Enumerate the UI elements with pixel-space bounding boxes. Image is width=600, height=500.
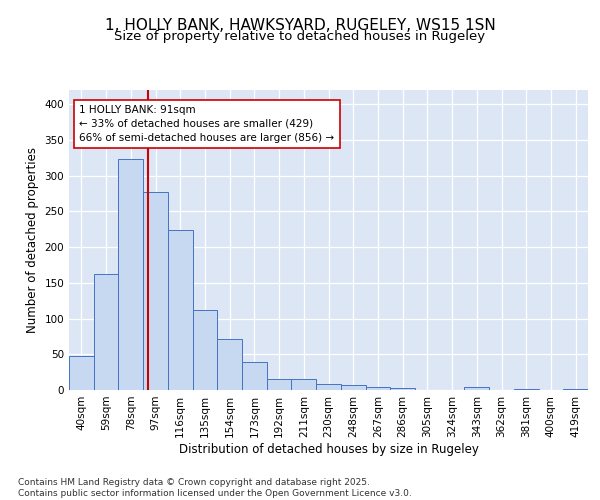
Bar bbox=[193, 310, 217, 390]
Bar bbox=[69, 356, 94, 390]
Bar bbox=[341, 385, 365, 390]
Bar bbox=[168, 230, 193, 390]
Bar bbox=[390, 388, 415, 390]
Bar bbox=[267, 380, 292, 390]
Bar bbox=[242, 362, 267, 390]
Bar bbox=[316, 384, 341, 390]
Text: Contains HM Land Registry data © Crown copyright and database right 2025.
Contai: Contains HM Land Registry data © Crown c… bbox=[18, 478, 412, 498]
Bar bbox=[514, 388, 539, 390]
Y-axis label: Number of detached properties: Number of detached properties bbox=[26, 147, 39, 333]
Bar bbox=[464, 387, 489, 390]
Bar bbox=[94, 274, 118, 390]
X-axis label: Distribution of detached houses by size in Rugeley: Distribution of detached houses by size … bbox=[179, 442, 478, 456]
Bar bbox=[143, 192, 168, 390]
Bar bbox=[292, 380, 316, 390]
Bar bbox=[217, 338, 242, 390]
Text: 1 HOLLY BANK: 91sqm
← 33% of detached houses are smaller (429)
66% of semi-detac: 1 HOLLY BANK: 91sqm ← 33% of detached ho… bbox=[79, 105, 335, 143]
Text: 1, HOLLY BANK, HAWKSYARD, RUGELEY, WS15 1SN: 1, HOLLY BANK, HAWKSYARD, RUGELEY, WS15 … bbox=[104, 18, 496, 32]
Bar bbox=[118, 160, 143, 390]
Text: Size of property relative to detached houses in Rugeley: Size of property relative to detached ho… bbox=[115, 30, 485, 43]
Bar bbox=[365, 387, 390, 390]
